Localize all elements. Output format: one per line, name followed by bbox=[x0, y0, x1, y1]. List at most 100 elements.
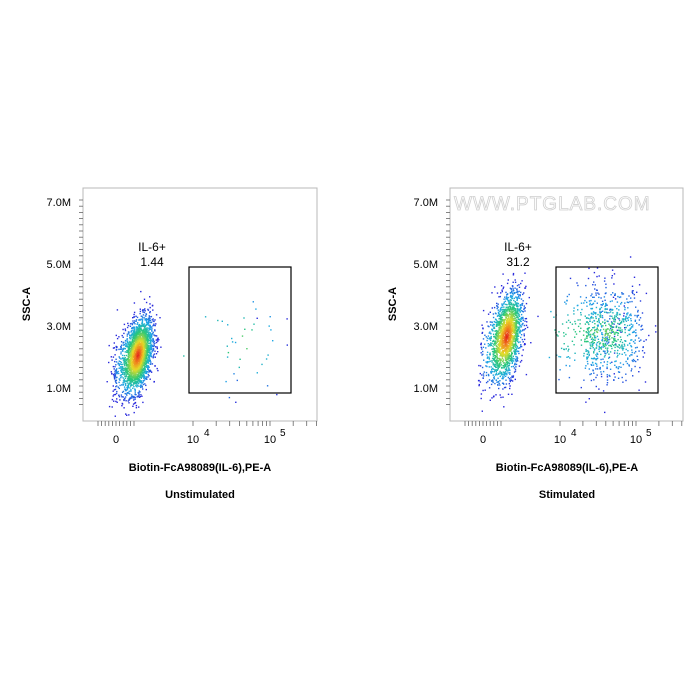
event-point bbox=[591, 293, 593, 295]
event-point bbox=[130, 348, 132, 350]
event-point bbox=[612, 344, 615, 347]
event-point bbox=[498, 365, 500, 367]
event-point bbox=[144, 329, 146, 331]
event-point bbox=[510, 355, 512, 357]
event-point bbox=[509, 296, 512, 298]
event-point bbox=[115, 358, 117, 360]
event-point bbox=[143, 355, 145, 357]
event-point bbox=[492, 348, 494, 350]
event-point bbox=[135, 368, 137, 370]
event-point bbox=[521, 330, 524, 332]
event-point bbox=[492, 368, 495, 370]
event-point bbox=[121, 348, 123, 350]
event-point bbox=[518, 286, 521, 288]
event-point bbox=[500, 292, 502, 294]
event-point bbox=[135, 371, 137, 374]
event-point bbox=[513, 314, 515, 316]
event-point bbox=[133, 347, 136, 350]
event-point bbox=[491, 370, 494, 373]
event-point bbox=[635, 329, 637, 331]
event-point bbox=[501, 290, 503, 293]
event-point bbox=[608, 312, 610, 314]
event-point bbox=[108, 344, 110, 347]
event-point bbox=[488, 356, 490, 358]
event-point bbox=[507, 354, 509, 356]
event-point bbox=[148, 359, 150, 361]
event-point bbox=[138, 362, 140, 364]
event-point bbox=[618, 344, 620, 346]
event-point bbox=[500, 285, 503, 287]
event-point bbox=[504, 353, 506, 355]
event-point bbox=[635, 360, 637, 363]
event-point bbox=[134, 349, 136, 352]
event-point bbox=[641, 312, 644, 314]
event-point bbox=[129, 380, 131, 382]
event-point bbox=[125, 375, 127, 377]
event-point bbox=[143, 342, 145, 345]
event-point bbox=[601, 300, 604, 302]
event-point bbox=[123, 379, 125, 382]
event-point bbox=[601, 338, 604, 341]
event-point bbox=[509, 292, 512, 294]
event-point bbox=[569, 321, 571, 324]
event-point bbox=[128, 347, 130, 349]
event-point bbox=[520, 359, 523, 362]
event-point bbox=[147, 352, 149, 354]
event-point bbox=[499, 331, 502, 333]
event-point bbox=[133, 345, 135, 347]
event-point bbox=[133, 339, 136, 341]
event-point bbox=[501, 306, 503, 308]
event-point bbox=[113, 375, 115, 377]
event-point bbox=[513, 358, 515, 360]
event-point bbox=[512, 365, 515, 368]
event-point bbox=[507, 337, 509, 339]
event-point bbox=[131, 348, 133, 350]
event-point bbox=[512, 294, 514, 296]
event-point bbox=[155, 314, 158, 316]
event-point bbox=[498, 326, 500, 329]
event-point bbox=[126, 363, 128, 366]
event-point bbox=[504, 328, 506, 330]
event-point bbox=[608, 344, 610, 347]
event-point bbox=[491, 350, 494, 353]
event-point bbox=[493, 365, 496, 367]
event-point bbox=[150, 326, 152, 329]
event-point bbox=[497, 338, 500, 340]
event-point bbox=[507, 323, 510, 325]
event-point bbox=[516, 302, 518, 304]
event-point bbox=[636, 346, 638, 349]
event-point bbox=[503, 328, 505, 331]
event-point bbox=[134, 361, 136, 364]
event-point bbox=[616, 352, 618, 354]
event-point bbox=[134, 402, 136, 404]
event-point bbox=[505, 350, 507, 353]
event-point bbox=[620, 331, 622, 333]
event-point bbox=[121, 349, 124, 352]
event-point bbox=[156, 339, 159, 341]
event-point bbox=[112, 373, 115, 376]
event-point bbox=[142, 342, 145, 344]
event-point bbox=[126, 358, 128, 360]
event-point bbox=[146, 338, 149, 340]
event-point bbox=[493, 320, 495, 323]
event-point bbox=[136, 369, 138, 372]
event-point bbox=[625, 317, 627, 319]
event-point bbox=[556, 334, 558, 336]
event-point bbox=[130, 371, 132, 373]
event-point bbox=[597, 292, 599, 294]
event-point bbox=[147, 322, 150, 325]
event-point bbox=[493, 376, 495, 378]
event-point bbox=[498, 318, 500, 320]
event-point bbox=[497, 377, 499, 379]
event-point bbox=[614, 360, 616, 363]
event-point bbox=[517, 318, 519, 320]
event-point bbox=[137, 330, 140, 333]
event-point bbox=[126, 361, 128, 364]
event-point bbox=[510, 317, 513, 320]
event-point bbox=[137, 352, 140, 354]
event-point bbox=[638, 389, 640, 391]
event-point bbox=[501, 374, 504, 376]
event-point bbox=[587, 329, 589, 331]
event-point bbox=[124, 339, 127, 342]
event-point bbox=[504, 364, 506, 366]
